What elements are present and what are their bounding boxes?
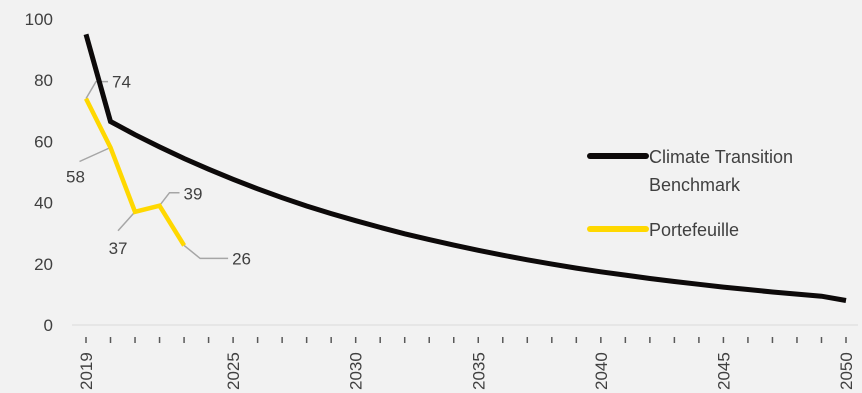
- x-axis: 2019 2025 2030 2035 2040 2045 2050: [72, 324, 858, 390]
- data-label-leader: [117, 211, 136, 232]
- data-label-leader: [79, 146, 111, 163]
- x-tick-label: 2019: [77, 352, 96, 390]
- legend-label-climate-benchmark-line1: Climate Transition: [649, 147, 793, 167]
- y-tick-label: 80: [34, 71, 53, 90]
- data-label: 58: [66, 168, 85, 187]
- legend-label-climate-benchmark-line2: Benchmark: [649, 175, 741, 195]
- data-label: 26: [232, 249, 251, 268]
- x-tick-label: 2035: [469, 352, 488, 390]
- y-tick-label: 100: [25, 10, 53, 29]
- y-tick-label: 40: [34, 194, 53, 213]
- data-label-leader: [85, 80, 108, 99]
- series-line-climate-transition-benchmark: [83, 33, 847, 303]
- x-tick-label: 2045: [714, 352, 733, 390]
- data-label-leaders: [79, 80, 229, 260]
- y-tick-label: 0: [44, 316, 53, 335]
- y-axis: 0 20 40 60 80 100: [25, 10, 53, 335]
- data-labels: 74 58 37 39 26: [66, 73, 251, 269]
- y-tick-label: 20: [34, 255, 53, 274]
- x-tick-label: 2040: [592, 352, 611, 390]
- data-label-leader: [183, 244, 229, 260]
- legend: Climate Transition Benchmark Portefeuill…: [587, 147, 793, 240]
- data-label-leader: [158, 191, 180, 207]
- x-tick-label: 2030: [347, 352, 366, 390]
- data-label: 39: [184, 185, 203, 204]
- data-label: 37: [109, 239, 128, 258]
- series-lines: [83, 33, 847, 303]
- data-label: 74: [112, 73, 131, 92]
- legend-label-portefeuille: Portefeuille: [649, 220, 739, 240]
- series-line-portefeuille: [83, 97, 187, 247]
- y-tick-label: 60: [34, 132, 53, 151]
- x-tick-label: 2050: [837, 352, 856, 390]
- x-tick-label: 2025: [224, 352, 243, 390]
